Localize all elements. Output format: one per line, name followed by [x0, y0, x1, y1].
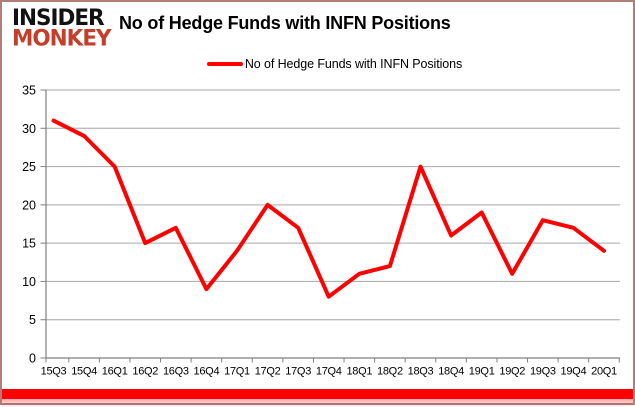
x-axis-label: 16Q1 — [102, 366, 128, 378]
logo-line1: INSIDER — [12, 5, 105, 32]
x-axis-label: 17Q3 — [285, 366, 311, 378]
chart-legend: No of Hedge Funds with INFN Positions — [2, 57, 633, 71]
y-axis-label: 15 — [22, 237, 36, 251]
y-axis-label: 25 — [22, 160, 36, 174]
y-axis-label: 35 — [22, 84, 36, 98]
x-axis-label: 19Q1 — [469, 366, 495, 378]
logo-line2: MONKEY — [12, 25, 112, 52]
x-axis-label: 16Q4 — [194, 366, 220, 378]
x-axis-label: 18Q3 — [408, 366, 434, 378]
x-axis-label: 17Q2 — [255, 366, 281, 378]
x-axis-label: 19Q4 — [561, 366, 587, 378]
bottom-accent-bar — [2, 389, 633, 399]
insider-monkey-logo: INSIDER MONKEY — [12, 5, 112, 52]
x-axis-label: 17Q1 — [224, 366, 250, 378]
x-axis-label: 15Q4 — [71, 366, 97, 378]
data-line-series — [51, 118, 606, 299]
x-axis-label: 15Q3 — [41, 366, 67, 378]
bottom-accent-bar-glow — [2, 399, 633, 407]
page-title: No of Hedge Funds with INFN Positions — [119, 13, 451, 33]
x-axis-label: 18Q4 — [438, 366, 464, 378]
x-axis-label: 16Q2 — [132, 366, 158, 378]
x-axis-label: 19Q2 — [499, 366, 525, 378]
x-axis-label: 18Q1 — [346, 366, 372, 378]
y-axis-label: 10 — [22, 275, 36, 289]
y-axis-label: 20 — [22, 198, 36, 212]
legend-line-swatch — [206, 62, 243, 66]
x-axis-label: 16Q3 — [163, 366, 189, 378]
x-axis-label: 19Q3 — [530, 366, 556, 378]
y-axis-label: 5 — [29, 313, 36, 327]
y-axis-label: 0 — [29, 352, 36, 366]
legend-label: No of Hedge Funds with INFN Positions — [244, 57, 463, 71]
y-axis-label: 30 — [22, 122, 36, 136]
x-axis-label: 18Q2 — [377, 366, 403, 378]
x-axis-label: 20Q1 — [591, 366, 617, 378]
x-axis-label: 17Q4 — [316, 366, 342, 378]
